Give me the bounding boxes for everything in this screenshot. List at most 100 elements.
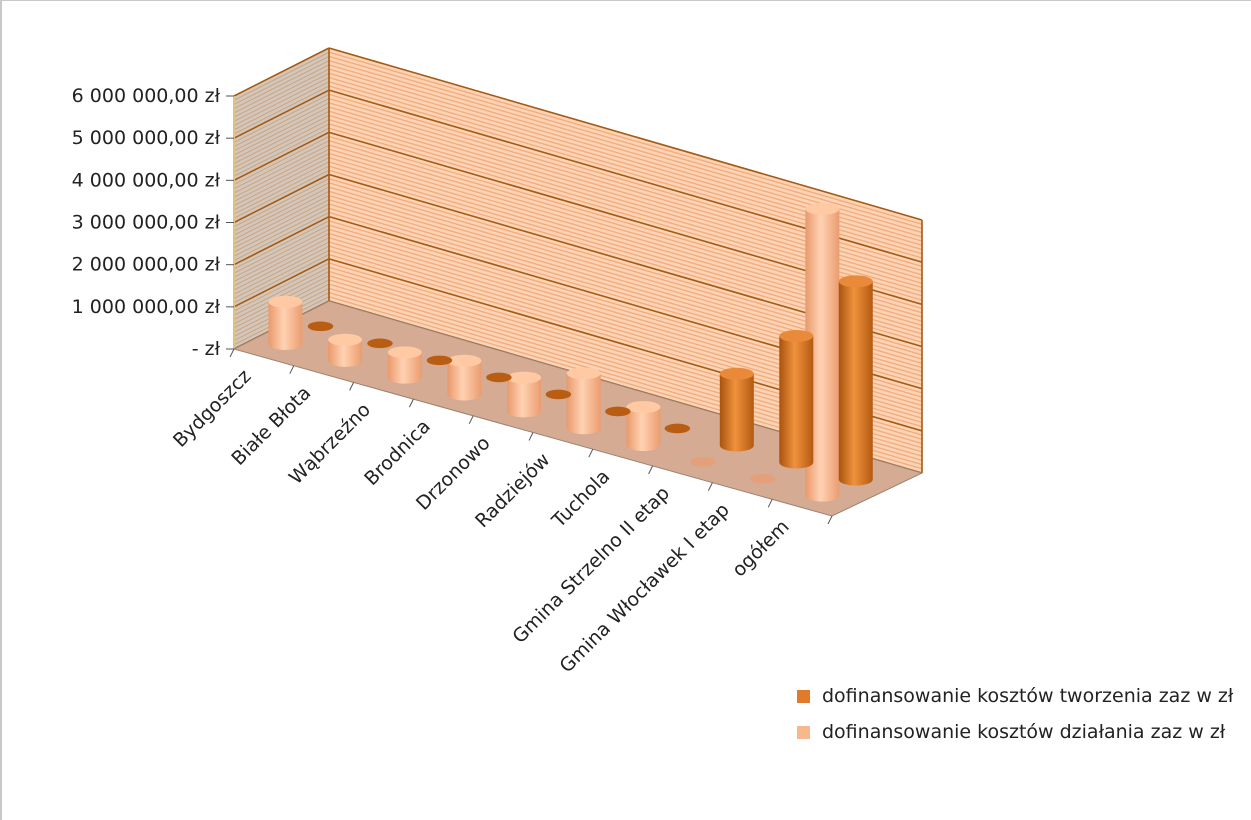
x-tick-label: Drzonowo	[412, 432, 495, 515]
x-tick-mark	[588, 448, 594, 458]
side-wall-stripe	[233, 207, 330, 257]
bar-body	[447, 360, 482, 401]
bar-top	[387, 346, 422, 359]
bar-tworzenie	[838, 275, 873, 486]
bar-dzialanie	[690, 457, 716, 467]
bar-tworzenie	[664, 423, 691, 434]
side-wall-stripe	[233, 93, 330, 143]
side-wall-stripe	[233, 51, 330, 101]
side-wall-stripe	[233, 270, 330, 320]
side-wall-stripe	[233, 68, 330, 118]
bar-top	[838, 275, 873, 288]
side-wall-stripe	[233, 64, 330, 114]
x-tick-label: ogółem	[728, 516, 794, 582]
x-tick-mark	[289, 365, 295, 374]
legend-label: dofinansowanie kosztów tworzenia zaz w z…	[822, 685, 1234, 707]
side-wall-stripe	[233, 85, 330, 135]
bar-zero-disc	[690, 457, 716, 467]
side-wall-stripe	[233, 186, 330, 236]
bar-dzialanie	[507, 371, 542, 418]
side-wall-stripe	[233, 262, 330, 312]
x-tick-mark	[349, 382, 355, 391]
side-wall-stripe	[233, 203, 330, 253]
bar-zero-disc	[664, 423, 691, 434]
side-wall-stripe	[233, 241, 330, 291]
side-wall-stripe	[233, 182, 330, 232]
side-wall-stripe	[233, 233, 330, 283]
side-wall-stripe	[233, 119, 330, 169]
bar-top	[328, 333, 363, 346]
side-wall-stripe	[233, 254, 330, 304]
side-wall-stripe	[233, 211, 330, 261]
bar-body	[779, 336, 814, 469]
back-wall-stripe	[328, 55, 923, 230]
side-wall-stripe	[233, 123, 330, 173]
bar-top	[268, 295, 303, 308]
x-tick-mark	[707, 482, 713, 491]
x-tick-mark	[648, 465, 654, 475]
legend-swatch	[797, 690, 810, 703]
x-tick-label: Gmina Strzelno II etap	[508, 482, 674, 648]
bar-top	[447, 354, 482, 367]
side-wall-stripe	[233, 199, 330, 249]
side-wall-stripe	[233, 110, 330, 160]
x-tick-label: Brodnica	[360, 415, 435, 490]
side-wall-stripe	[233, 224, 330, 274]
bar-body	[507, 377, 542, 418]
bar-body	[626, 407, 661, 452]
bar-body	[387, 352, 422, 384]
y-tick-label: - zł	[192, 338, 221, 360]
side-wall-stripe	[233, 165, 330, 215]
x-tick-mark	[827, 515, 833, 525]
side-wall-stripe	[233, 140, 330, 190]
bar-zero-disc	[749, 473, 776, 484]
side-wall-stripe	[233, 169, 330, 219]
side-wall-stripe	[233, 220, 330, 270]
bar-tworzenie	[719, 367, 754, 452]
side-wall-stripe	[233, 152, 330, 202]
bar-tworzenie	[367, 338, 393, 349]
gridline-side	[233, 47, 330, 97]
bar-body	[268, 301, 303, 350]
side-wall-stripe	[233, 190, 330, 240]
bar-body	[566, 373, 601, 435]
x-tick-mark	[229, 348, 235, 358]
bar-body	[719, 373, 754, 452]
side-wall-stripe	[233, 98, 330, 148]
side-wall-stripe	[233, 72, 330, 122]
side-wall-stripe	[233, 60, 330, 110]
x-tick-mark	[767, 499, 773, 508]
x-tick-label: Tuchola	[547, 466, 614, 533]
bar-dzialanie	[566, 367, 601, 435]
side-wall-stripe	[233, 195, 330, 245]
side-wall-stripe	[233, 178, 330, 228]
y-tick-label: 5 000 000,00 zł	[72, 127, 221, 149]
side-wall-stripe	[233, 148, 330, 198]
side-wall-stripe	[233, 106, 330, 156]
y-tick-label: 3 000 000,00 zł	[72, 212, 221, 234]
bar-top	[566, 367, 601, 380]
bar-tworzenie	[307, 321, 334, 332]
bar-zero-disc	[545, 389, 572, 400]
side-wall-stripe	[233, 136, 330, 186]
legend-swatch	[797, 726, 810, 739]
side-wall-stripe	[233, 114, 330, 164]
side-wall-stripe	[233, 77, 330, 127]
bar-top	[626, 401, 661, 414]
bar-tworzenie	[486, 372, 512, 383]
bar-top	[779, 330, 814, 343]
side-wall-stripe	[233, 127, 330, 177]
bar-zero-disc	[426, 355, 453, 366]
bar-zero-disc	[367, 338, 393, 349]
gridline	[328, 47, 923, 221]
side-wall-stripe	[233, 161, 330, 211]
y-tick-label: 1 000 000,00 zł	[72, 296, 221, 318]
bar-dzialanie	[626, 401, 661, 452]
side-wall-stripe	[233, 157, 330, 207]
x-tick-mark	[468, 415, 474, 425]
y-tick-label: 2 000 000,00 zł	[72, 254, 221, 276]
bar-dzialanie	[328, 333, 363, 367]
gridline-side	[233, 215, 330, 266]
bar-zero-disc	[307, 321, 334, 332]
